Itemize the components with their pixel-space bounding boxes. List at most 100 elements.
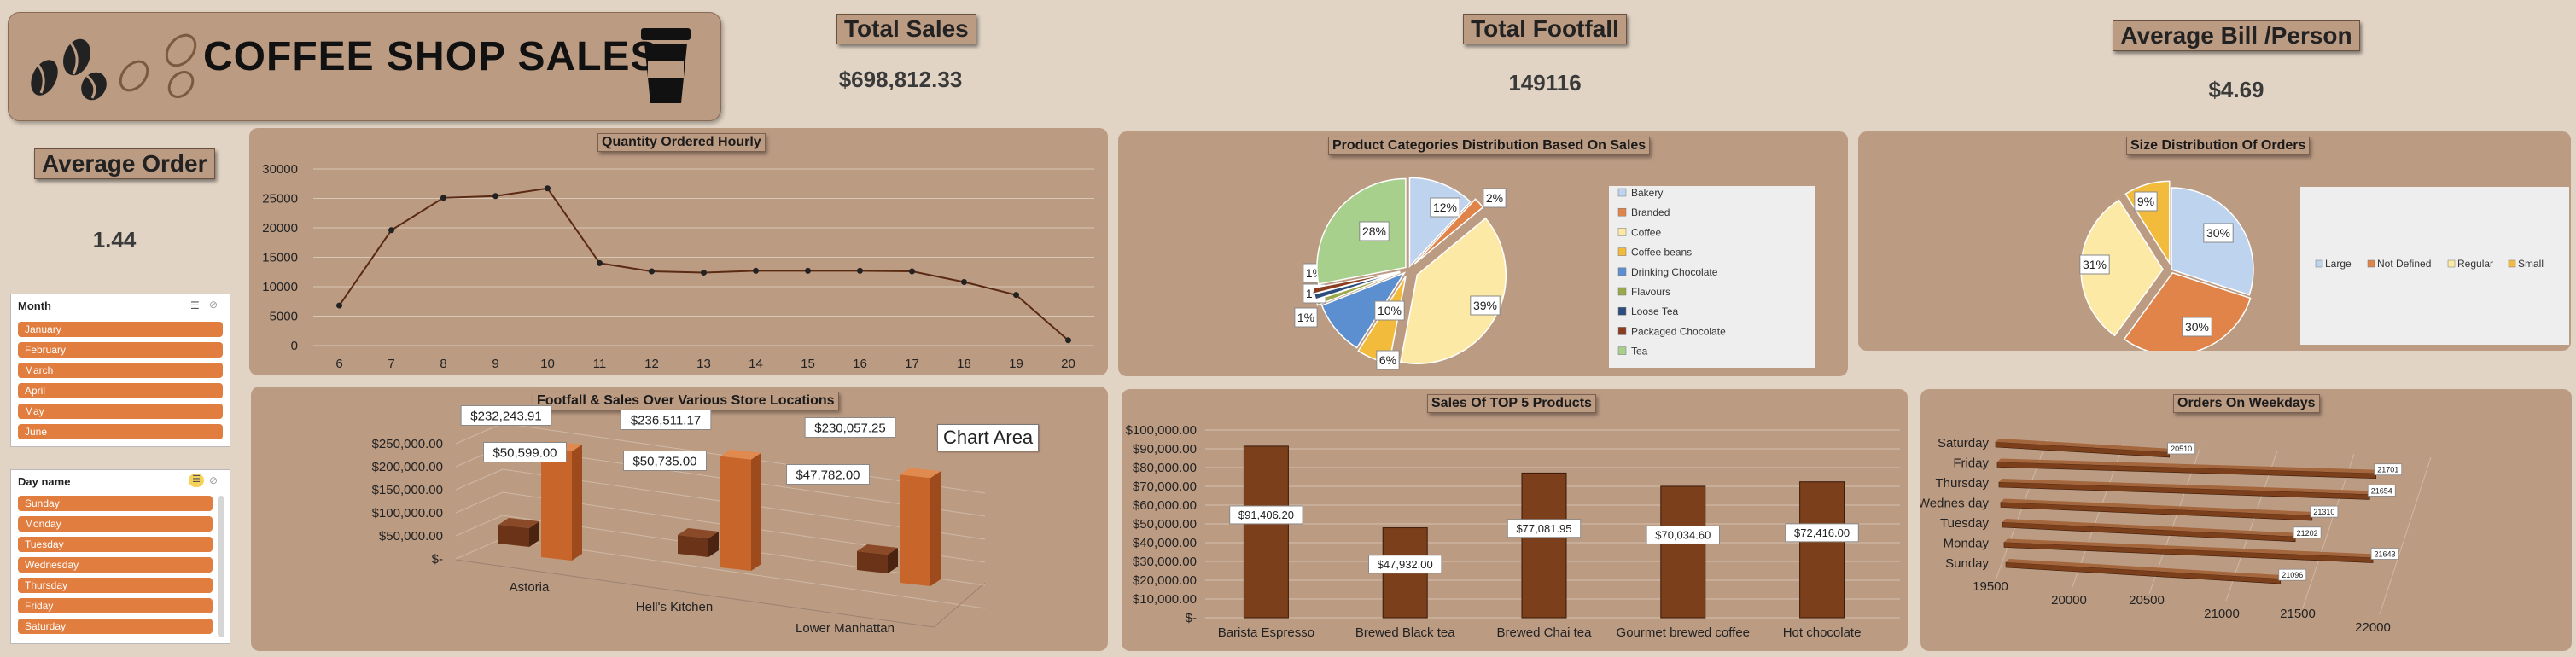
locations-chart-panel[interactable]: Footfall & Sales Over Various Store Loca… <box>251 387 1108 651</box>
data-label-box <box>1374 300 1405 321</box>
y-tick-label: 20000 <box>262 221 298 235</box>
x-tick-label: 8 <box>440 357 446 371</box>
slicer-item-thursday[interactable]: Thursday <box>18 578 213 593</box>
data-label-box <box>2310 505 2339 518</box>
slicer-item-saturday[interactable]: Saturday <box>18 619 213 634</box>
chart-title: Quantity Ordered Hourly <box>597 133 766 152</box>
legend-swatch <box>1617 267 1627 276</box>
bar-data-label: $91,406.20 <box>1238 509 1294 521</box>
weekday-bar-top <box>1997 458 2380 474</box>
data-label-box <box>1430 197 1460 218</box>
sales-bar-side <box>751 452 761 571</box>
bar-data-label: 21096 <box>2282 571 2303 579</box>
slicer-scrollbar[interactable] <box>218 496 224 637</box>
y-tick-label: 0 <box>291 339 298 353</box>
x-category-label: Brewed Black tea <box>1355 625 1455 640</box>
size-pie-chart: 30% 30% 31% 9% Large Not Defined Regular Small <box>2079 180 2569 351</box>
slicer-item-june[interactable]: June <box>18 424 223 439</box>
y-category-label: Monday <box>1944 537 1990 551</box>
pie-data-label: 9% <box>2137 195 2154 208</box>
x-category-label: Brewed Chai tea <box>1497 625 1593 640</box>
day-slicer[interactable]: Day name ☰ ⊘ Sunday Monday Tuesday Wedne… <box>10 469 230 644</box>
chart-title: Product Categories Distribution Based On… <box>1328 137 1651 155</box>
legend-swatch <box>1617 306 1627 316</box>
chart-title: Orders On Weekdays <box>2173 394 2320 413</box>
weekday-chart-panel[interactable]: Orders On Weekdays 19500 20000 20500 21000 2… <box>1920 389 2572 651</box>
slicer-item-friday[interactable]: Friday <box>18 598 213 613</box>
gridline <box>455 422 504 445</box>
data-label-box <box>2079 254 2110 275</box>
slicer-item-january[interactable]: January <box>18 322 223 337</box>
x-tick-label: 22000 <box>2355 620 2391 635</box>
clear-filter-icon[interactable]: ⊘ <box>209 299 219 311</box>
legend-swatch <box>1617 287 1627 296</box>
legend-swatch <box>1617 228 1627 236</box>
product-bar <box>1243 445 1289 619</box>
sales-bar-top <box>720 449 761 460</box>
slicer-item-april[interactable]: April <box>18 383 223 398</box>
footfall-bar-front <box>498 525 529 547</box>
dashboard-title: COFFEE SHOP SALES <box>203 34 659 79</box>
x-tick-label: 18 <box>957 357 971 371</box>
hourly-point <box>492 193 498 200</box>
slicer-item-february[interactable]: February <box>18 342 223 358</box>
hourly-point <box>857 267 863 274</box>
legend-label: Loose Tea <box>1631 305 1678 317</box>
hourly-point <box>1013 292 1019 299</box>
top5-chart-panel[interactable]: Sales Of TOP 5 Products $100,000.00 $90,0… <box>1122 389 1908 651</box>
footfall-bar-top <box>678 528 719 538</box>
y-tick-label: $10,000.00 <box>1133 592 1197 607</box>
gridline <box>455 491 504 514</box>
y-tick-label: $60,000.00 <box>1133 498 1197 513</box>
slicer-item-march[interactable]: March <box>18 363 223 378</box>
legend-swatch <box>1617 346 1627 355</box>
data-label-box <box>786 464 870 485</box>
pie-data-label: 12% <box>1433 201 1457 214</box>
y-tick-label: $20,000.00 <box>1133 573 1197 588</box>
slicer-item-sunday[interactable]: Sunday <box>18 496 213 511</box>
pie-data-label: 31% <box>2083 258 2107 271</box>
slicer-item-may[interactable]: May <box>18 404 223 419</box>
multi-select-icon[interactable]: ☰ <box>190 299 200 311</box>
pie-data-label: 1% <box>1297 311 1314 324</box>
data-label-box <box>1483 188 1507 208</box>
data-label-box <box>2182 317 2212 337</box>
coffee-beans-icon <box>31 33 197 101</box>
axis-floor <box>455 559 986 628</box>
footfall-data-label: $50,599.00 <box>492 445 557 460</box>
hourly-point <box>753 267 759 274</box>
y-category-label: Tuesday <box>1940 516 1989 531</box>
legend-swatch <box>1617 327 1627 335</box>
month-slicer[interactable]: Month ☰ ⊘ January February March April M… <box>10 294 230 447</box>
legend-box <box>1609 186 1815 368</box>
x-category-label: Lower Manhattan <box>796 621 895 636</box>
slicer-item-wednesday[interactable]: Wednesday <box>18 557 213 573</box>
hourly-point <box>545 185 551 192</box>
y-tick-label: 25000 <box>262 192 298 206</box>
bar-data-label: $70,034.60 <box>1655 529 1711 542</box>
legend-label: Not Defined <box>2377 258 2431 270</box>
clear-filter-icon[interactable]: ⊘ <box>209 474 219 486</box>
size-chart-panel[interactable]: Size Distribution Of Orders 30% 30% 31% 9% L… <box>1858 131 2571 351</box>
hourly-chart-panel[interactable]: Quantity Ordered Hourly 0 5000 10000 15000 2… <box>249 128 1108 375</box>
product-bar <box>1660 485 1706 619</box>
y-tick-label: $80,000.00 <box>1133 461 1197 475</box>
weekday-bar-top <box>1996 439 2173 452</box>
slicer-item-tuesday[interactable]: Tuesday <box>18 537 213 552</box>
bar-data-label: 21202 <box>2297 529 2318 538</box>
y-tick-label: $70,000.00 <box>1133 480 1197 494</box>
gridline <box>502 538 986 609</box>
data-label-box <box>1359 221 1390 241</box>
x-tick-label: 12 <box>644 357 659 371</box>
weekday-bar-top <box>1999 479 2374 495</box>
multi-select-icon[interactable]: ☰ <box>189 474 204 487</box>
legend-label: Drinking Chocolate <box>1631 266 1718 278</box>
footfall-bar-side <box>888 548 898 573</box>
slicer-item-monday[interactable]: Monday <box>18 516 213 532</box>
bar-data-label: $72,416.00 <box>1794 526 1850 539</box>
coffee-cup-icon <box>641 28 691 103</box>
x-tick-label: 13 <box>696 357 711 371</box>
average-bill-label: Average Bill /Person <box>2108 20 2364 51</box>
category-chart-panel[interactable]: Product Categories Distribution Based On… <box>1118 131 1848 376</box>
footfall-data-label: $50,735.00 <box>632 454 696 468</box>
